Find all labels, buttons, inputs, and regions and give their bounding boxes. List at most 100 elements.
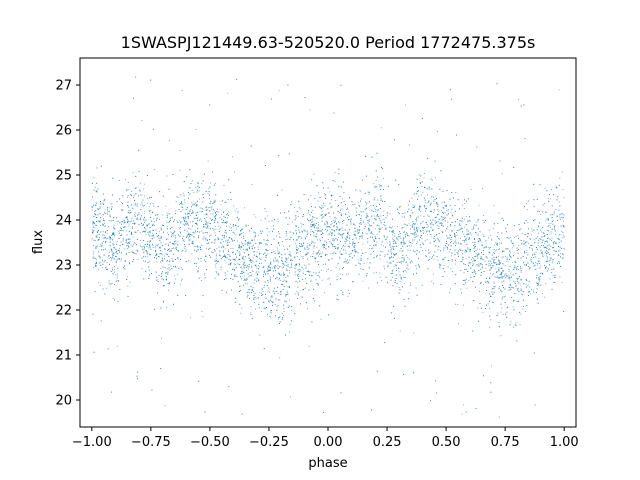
data-point: [251, 260, 253, 262]
data-point: [561, 282, 563, 284]
data-point: [205, 237, 207, 239]
data-point: [239, 248, 241, 250]
data-point: [128, 242, 130, 244]
data-point: [305, 265, 307, 267]
data-point: [449, 218, 451, 220]
data-point: [159, 246, 161, 248]
data-point: [229, 229, 230, 231]
data-point: [279, 321, 281, 323]
data-point: [200, 230, 202, 232]
data-point: [394, 264, 396, 266]
data-point: [124, 226, 126, 228]
data-point: [256, 271, 258, 273]
data-point: [224, 248, 226, 250]
data-point: [185, 220, 187, 222]
data-point: [454, 236, 456, 238]
data-point: [225, 226, 227, 228]
data-point: [454, 254, 456, 256]
data-point: [297, 249, 298, 251]
data-point: [393, 305, 395, 307]
data-point: [510, 257, 512, 259]
data-point: [310, 231, 312, 233]
data-point: [542, 254, 544, 256]
data-point: [148, 234, 150, 236]
data-point: [275, 315, 276, 317]
data-point: [224, 260, 226, 262]
data-point: [111, 267, 113, 269]
data-point: [152, 235, 154, 237]
data-point: [425, 231, 427, 233]
data-point: [206, 255, 208, 257]
data-point: [225, 240, 227, 242]
data-point: [473, 300, 475, 301]
data-point: [553, 281, 555, 283]
data-point: [368, 219, 370, 221]
data-point: [446, 214, 448, 216]
data-point: [99, 217, 101, 219]
data-point: [420, 183, 422, 185]
data-point: [254, 297, 256, 299]
data-point: [384, 255, 386, 257]
data-point: [101, 244, 103, 246]
data-point: [210, 234, 212, 236]
data-point: [225, 202, 227, 203]
data-point: [538, 242, 540, 244]
data-point: [541, 236, 543, 238]
data-point: [438, 246, 440, 248]
data-point: [215, 228, 217, 230]
data-point: [468, 238, 470, 240]
data-point: [234, 276, 236, 278]
data-point: [504, 265, 506, 267]
data-point: [120, 252, 122, 254]
data-point: [273, 267, 275, 269]
data-point: [399, 206, 401, 208]
data-point: [337, 243, 339, 245]
data-point: [116, 241, 118, 243]
data-point: [513, 280, 515, 282]
data-point: [425, 222, 427, 224]
data-point: [423, 177, 425, 179]
data-point: [341, 186, 342, 188]
data-point: [267, 215, 269, 217]
data-point: [168, 243, 170, 245]
data-point: [248, 225, 250, 226]
data-point: [344, 249, 346, 251]
data-point: [243, 267, 245, 269]
data-point: [275, 266, 277, 268]
data-point: [341, 246, 343, 248]
data-point: [478, 253, 480, 255]
data-point: [285, 259, 287, 261]
data-point: [281, 318, 283, 320]
data-point: [420, 210, 422, 212]
data-point: [253, 254, 255, 256]
data-point: [266, 270, 268, 272]
data-point: [139, 189, 141, 191]
data-point: [267, 268, 269, 270]
data-point: [210, 182, 211, 184]
data-point: [210, 256, 212, 258]
data-point: [243, 275, 245, 277]
data-point: [414, 205, 416, 207]
data-point: [325, 270, 327, 272]
data-point: [401, 216, 403, 218]
data-point: [208, 198, 210, 199]
data-point: [427, 259, 429, 261]
data-point: [559, 177, 561, 179]
data-point: [462, 258, 464, 260]
data-point: [93, 230, 95, 232]
data-point: [241, 241, 243, 243]
data-point: [320, 253, 322, 255]
data-point: [561, 213, 563, 215]
data-point: [537, 210, 539, 212]
data-point: [325, 213, 327, 215]
data-point: [413, 193, 415, 195]
data-point: [222, 245, 224, 247]
data-point: [94, 211, 96, 212]
data-point: [201, 211, 203, 213]
data-point: [524, 311, 526, 312]
data-point: [107, 268, 108, 270]
data-point: [422, 227, 424, 229]
data-point: [551, 189, 552, 190]
data-point: [212, 213, 214, 215]
data-point: [458, 224, 460, 226]
